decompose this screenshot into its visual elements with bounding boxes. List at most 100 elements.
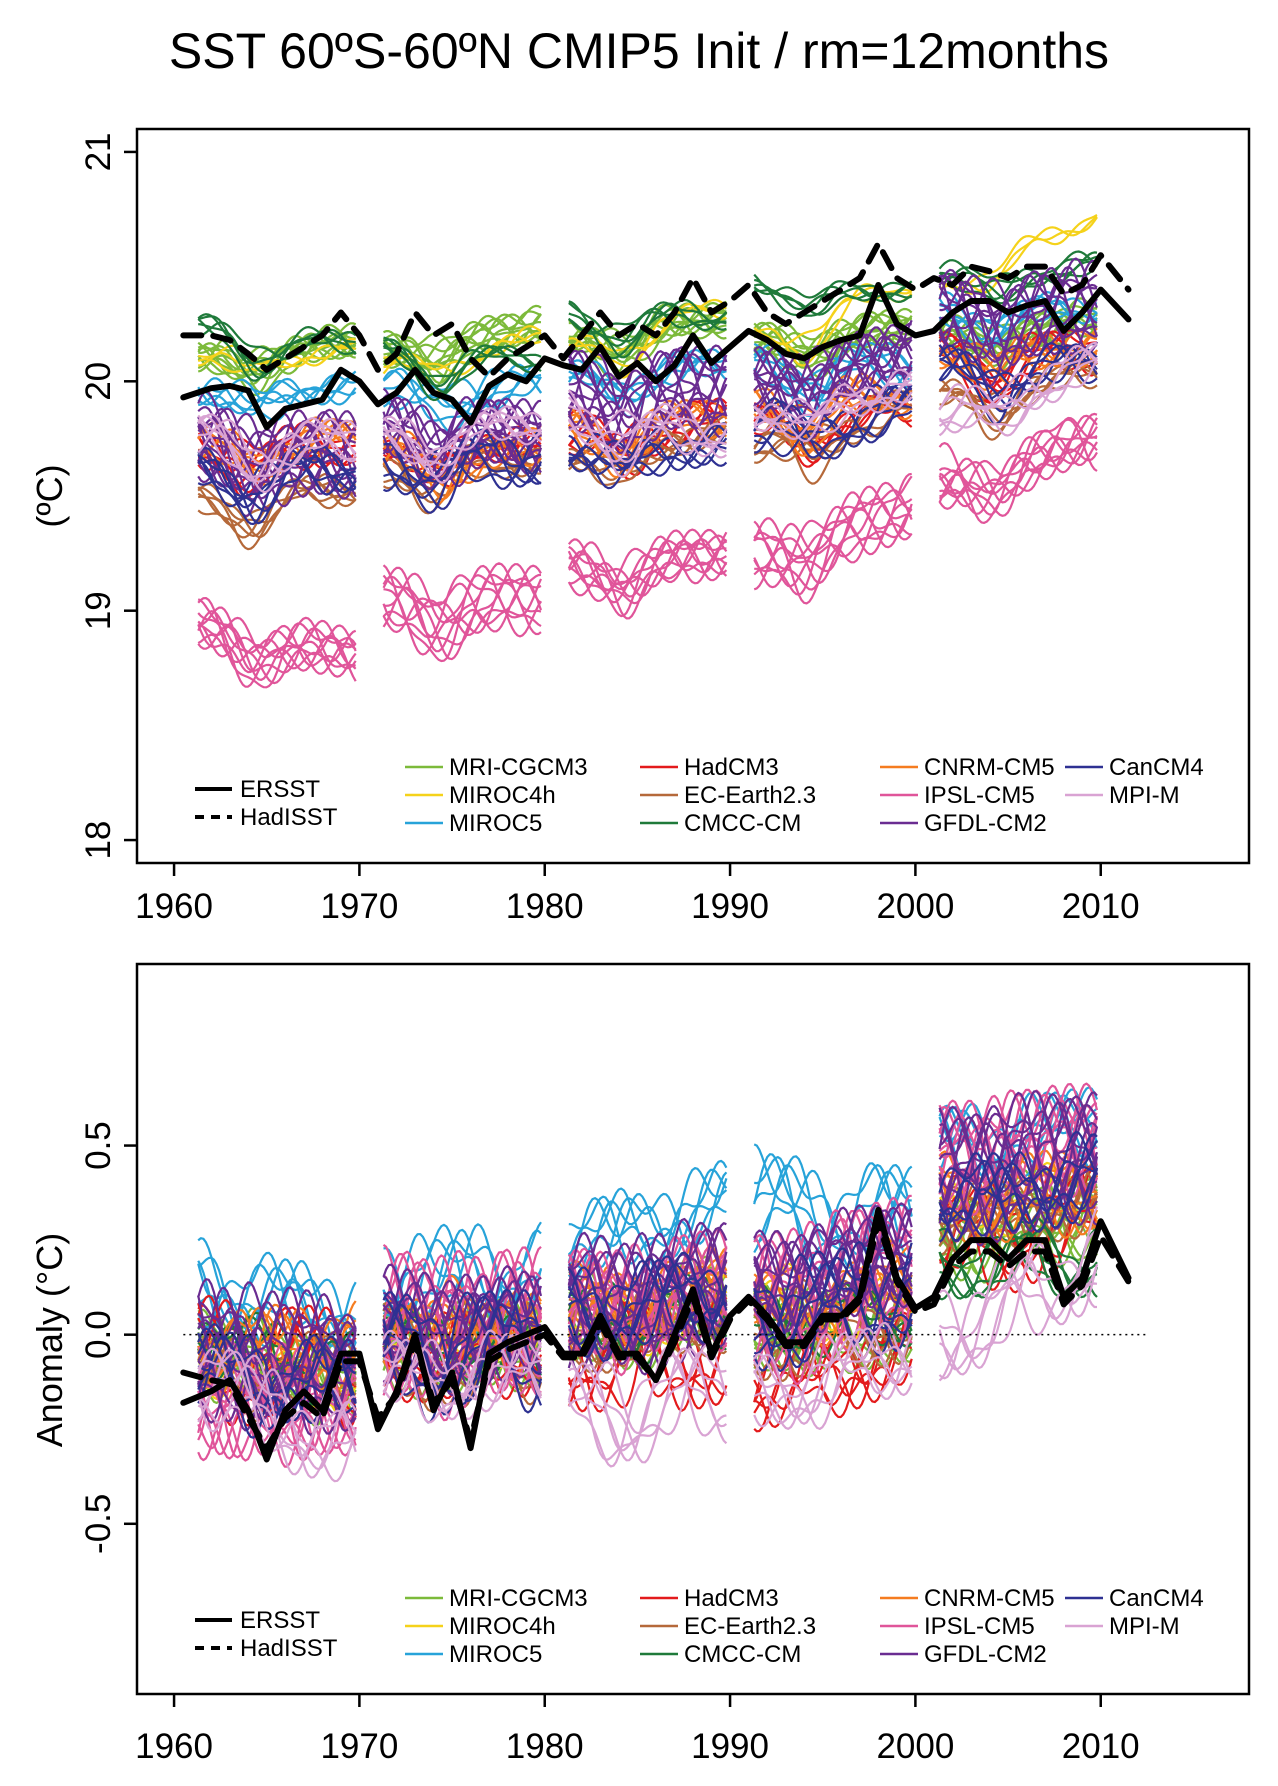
model-line-ipsl-cm5 [938, 1098, 1098, 1188]
y-tick-label: 19 [79, 591, 118, 630]
obs-line-hadisst [180, 240, 1132, 380]
model-line-gfdl-cm2 [382, 1271, 543, 1386]
model-line-ipsl-cm5 [197, 610, 357, 685]
model-line-cancm4 [382, 1291, 543, 1414]
model-line-ipsl-cm5 [568, 538, 728, 598]
model-line-mpi-m [382, 1329, 543, 1424]
model-line-mpi-m [383, 413, 542, 465]
model-line-gfdl-cm2 [754, 322, 912, 406]
model-ensemble-lines [197, 1082, 1099, 1483]
observation-lines [180, 240, 1132, 431]
x-tick-label: 1960 [135, 887, 213, 926]
legend-label-miroc5: MIROC5 [449, 1641, 542, 1668]
model-line-ipsl-cm5 [382, 584, 542, 633]
model-line-gfdl-cm2 [382, 396, 543, 475]
model-line-cancm4 [567, 1258, 728, 1340]
model-line-ipsl-cm5 [197, 598, 356, 681]
model-line-ipsl-cm5 [754, 475, 913, 570]
legend-label-hadcm3: HadCM3 [684, 1585, 779, 1612]
model-line-ec-earth2.3 [938, 364, 1098, 433]
model-line-gfdl-cm2 [938, 1091, 1098, 1233]
y-tick-label: 0.5 [79, 1121, 118, 1170]
model-line-gfdl-cm2 [753, 344, 913, 424]
x-tick-label: 2000 [876, 1727, 954, 1766]
x-tick-label: 1960 [135, 1727, 213, 1766]
legend-label-cmcc-cm: CMCC-CM [684, 810, 801, 837]
model-line-mpi-m [753, 368, 913, 434]
model-line-gfdl-cm2 [753, 334, 913, 414]
model-line-ipsl-cm5 [382, 574, 542, 639]
model-line-gfdl-cm2 [938, 259, 1098, 358]
model-line-ec-earth2.3 [197, 483, 357, 539]
model-line-gfdl-cm2 [568, 351, 727, 454]
model-line-cmcc-cm [753, 281, 912, 316]
x-tick-label: 1990 [691, 887, 769, 926]
model-line-cancm4 [938, 1133, 1098, 1243]
model-line-gfdl-cm2 [939, 1112, 1099, 1235]
model-line-cancm4 [197, 1331, 357, 1421]
model-line-ipsl-cm5 [753, 485, 913, 605]
y-tick-label: 20 [79, 362, 118, 401]
x-tick-label: 2010 [1062, 887, 1140, 926]
model-line-miroc5 [753, 1155, 912, 1256]
model-line-cancm4 [567, 424, 728, 477]
model-line-mpi-m [197, 420, 357, 483]
x-tick-label: 1980 [506, 1727, 584, 1766]
model-line-cancm4 [939, 342, 1098, 393]
legend-label-cancm4: CanCM4 [1109, 1585, 1204, 1612]
model-line-cmcc-cm [382, 344, 542, 402]
model-line-mpi-m [753, 1328, 913, 1419]
plot-frame [135, 127, 1251, 865]
legend-label-mri-cgcm3: MRI-CGCM3 [449, 754, 588, 781]
legend-label-ipsl-cm5: IPSL-CM5 [924, 782, 1035, 809]
figure-title: SST 60ºS-60ºN CMIP5 Init / rm=12months [168, 23, 1110, 79]
model-line-miroc5 [753, 1143, 912, 1271]
model-line-cancm4 [753, 1256, 913, 1363]
model-line-cancm4 [197, 1323, 357, 1414]
model-line-gfdl-cm2 [753, 333, 913, 400]
y-axis: -0.5 0.0 0.5 [79, 1121, 137, 1554]
x-tick-label: 2000 [876, 887, 954, 926]
model-line-ipsl-cm5 [197, 612, 357, 688]
model-line-gfdl-cm2 [938, 1110, 1098, 1247]
model-line-mpi-m [938, 1206, 1099, 1380]
legend-label-mpi-m: MPI-M [1109, 1613, 1180, 1640]
legend-label-cmcc-cm: CMCC-CM [684, 1641, 801, 1668]
model-line-mpi-m [938, 357, 1099, 434]
absolute-sst-panel: 1960 1970 1980 1990 2000 2010 18 19 20 21 (ºC) E… [29, 127, 1251, 926]
legend-label-mpi-m: MPI-M [1109, 782, 1180, 809]
model-line-cancm4 [197, 460, 356, 500]
model-line-ipsl-cm5 [938, 436, 1098, 515]
model-line-mpi-m [939, 343, 1098, 423]
model-line-ipsl-cm5 [567, 538, 728, 605]
model-line-ipsl-cm5 [939, 436, 1098, 508]
y-axis: 18 19 20 21 [79, 132, 137, 860]
model-line-mpi-m [198, 418, 356, 466]
model-line-cmcc-cm [382, 341, 542, 388]
model-line-ipsl-cm5 [198, 606, 357, 674]
model-line-ipsl-cm5 [197, 597, 357, 689]
model-line-ipsl-cm5 [753, 472, 912, 591]
model-line-cancm4 [568, 422, 727, 477]
model-line-cancm4 [753, 1253, 913, 1360]
legend-label-ersst: ERSST [240, 776, 320, 803]
legend-label-hadisst: HadISST [240, 804, 338, 831]
model-line-miroc5 [197, 379, 357, 416]
model-line-cmcc-cm [198, 315, 357, 365]
model-line-ipsl-cm5 [938, 414, 1098, 503]
model-line-miroc5 [197, 374, 356, 406]
legend-label-ec-earth2.3: EC-Earth2.3 [684, 782, 816, 809]
model-line-cmcc-cm [568, 300, 727, 343]
model-line-mpi-m [753, 1335, 912, 1430]
model-line-cmcc-cm [939, 1232, 1098, 1299]
model-line-gfdl-cm2 [938, 283, 1099, 358]
model-line-ipsl-cm5 [938, 417, 1098, 510]
legend-label-cancm4: CanCM4 [1109, 754, 1204, 781]
legend-label-miroc5: MIROC5 [449, 810, 542, 837]
x-tick-label: 1970 [320, 1727, 398, 1766]
model-line-miroc4h [568, 302, 727, 379]
model-line-gfdl-cm2 [567, 1221, 727, 1363]
legend-label-cnrm-cm5: CNRM-CM5 [924, 754, 1055, 781]
model-line-ipsl-cm5 [938, 416, 1098, 504]
